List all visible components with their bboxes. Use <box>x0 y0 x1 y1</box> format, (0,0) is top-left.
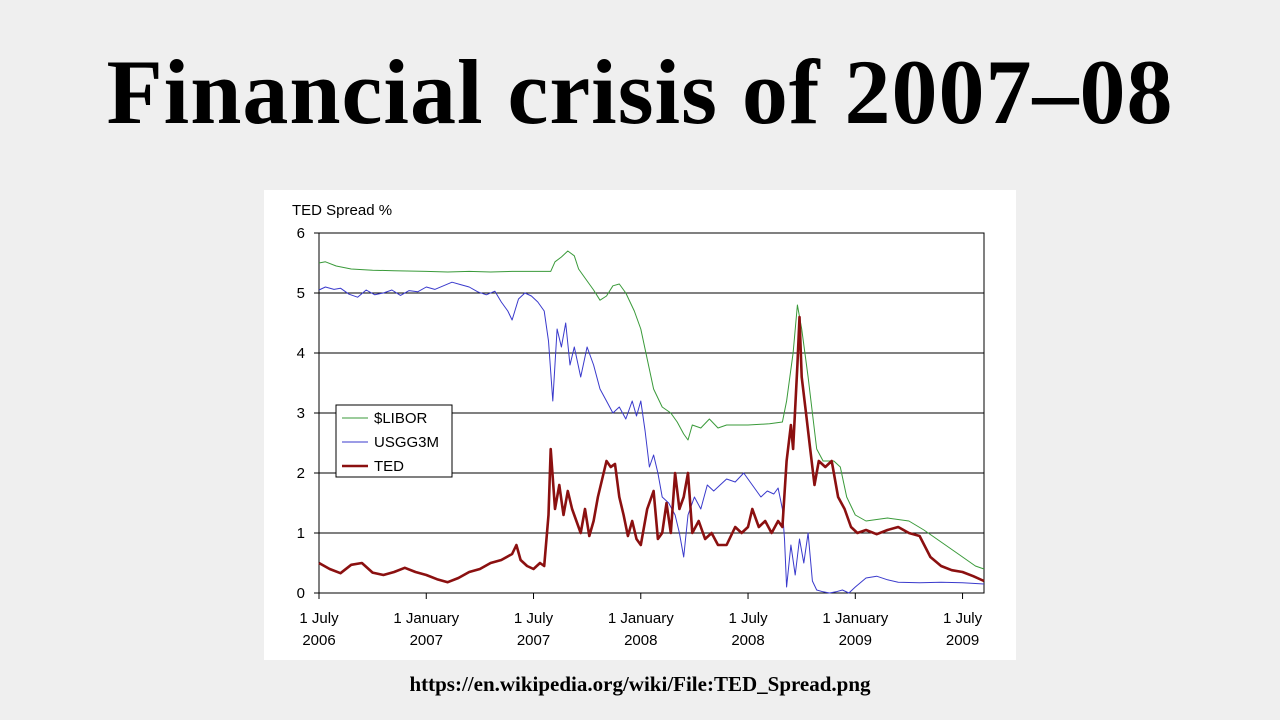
y-tick-label: 2 <box>297 465 305 482</box>
x-tick-label-year: 2006 <box>302 632 335 649</box>
x-tick-label-year: 2007 <box>517 632 550 649</box>
source-url: https://en.wikipedia.org/wiki/File:TED_S… <box>409 672 871 696</box>
ted-spread-chart: 0 1 2 3 4 5 6 1 July 2006 1 January 2007 1 July 200… <box>264 190 1016 660</box>
y-tick-label: 6 <box>297 225 305 242</box>
chart-title: TED Spread % <box>292 202 392 219</box>
legend-label-usgg3m: USGG3M <box>374 434 439 451</box>
slide-title: Financial crisis of 2007–08 <box>106 41 1174 143</box>
series-layer <box>318 250 985 594</box>
x-tick-label: 1 July <box>514 610 554 627</box>
x-tick-label: 1 July <box>943 610 983 627</box>
y-tick-label: 0 <box>297 585 305 602</box>
series-line-usgg3m <box>318 281 985 594</box>
x-tick-label: 1 July <box>299 610 339 627</box>
legend-label-libor: $LIBOR <box>374 410 428 427</box>
x-tick-label-year: 2009 <box>946 632 979 649</box>
x-tick-label-year: 2008 <box>624 632 657 649</box>
series-line-ted <box>318 315 985 584</box>
y-tick-label: 5 <box>297 285 305 302</box>
y-tick-label: 3 <box>297 405 305 422</box>
x-tick-label-year: 2008 <box>731 632 764 649</box>
x-tick-label: 1 January <box>822 610 888 627</box>
y-tick-label: 1 <box>297 525 305 542</box>
x-tick-label-year: 2009 <box>839 632 872 649</box>
x-tick-label-year: 2007 <box>410 632 443 649</box>
x-tick-labels: 1 July 2006 1 January 2007 1 July 2007 1 Janua… <box>299 610 982 649</box>
y-tick-labels: 0 1 2 3 4 5 6 <box>297 225 305 602</box>
y-tick-label: 4 <box>297 345 305 362</box>
x-tick-label: 1 January <box>393 610 459 627</box>
x-tick-label: 1 January <box>608 610 674 627</box>
chart-svg: 0 1 2 3 4 5 6 1 July 2006 1 January 2007 1 July 200… <box>292 202 985 649</box>
legend: $LIBOR USGG3M TED <box>335 404 453 478</box>
series-line-libor <box>318 250 985 570</box>
legend-label-ted: TED <box>374 458 404 475</box>
x-tick-label: 1 July <box>728 610 768 627</box>
